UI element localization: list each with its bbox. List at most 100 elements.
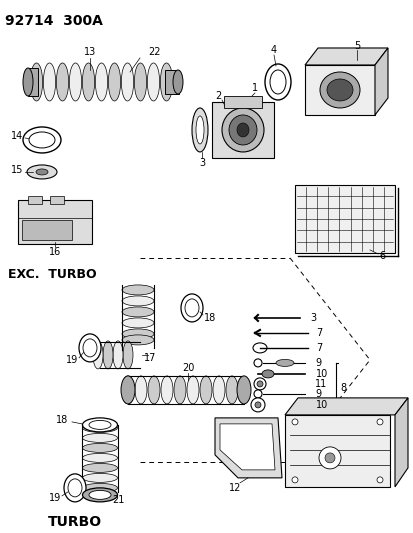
Ellipse shape [27,165,57,179]
Ellipse shape [122,307,154,317]
Text: 92714  300A: 92714 300A [5,14,102,28]
Ellipse shape [221,108,263,152]
Text: EXC.  TURBO: EXC. TURBO [8,268,96,281]
Ellipse shape [82,423,117,432]
Text: 4: 4 [270,45,276,55]
Text: 18: 18 [56,415,68,425]
Ellipse shape [147,376,159,404]
Bar [22,220,72,240]
Bar [18,200,92,244]
Text: 7: 7 [315,328,321,338]
Polygon shape [304,48,387,65]
Ellipse shape [376,477,382,483]
Ellipse shape [89,490,111,499]
Polygon shape [165,70,178,94]
Ellipse shape [185,299,199,317]
Text: 13: 13 [84,47,96,57]
Text: 15: 15 [11,165,23,175]
Ellipse shape [319,72,359,108]
Text: 7: 7 [315,343,321,353]
Ellipse shape [264,64,290,100]
Polygon shape [284,398,407,415]
Text: 9: 9 [314,358,320,368]
Ellipse shape [376,419,382,425]
Ellipse shape [95,63,107,101]
Ellipse shape [79,334,101,362]
Ellipse shape [89,421,111,430]
Ellipse shape [23,127,61,153]
Ellipse shape [134,63,146,101]
Text: 3: 3 [199,158,204,168]
Polygon shape [219,424,274,470]
Polygon shape [304,65,374,115]
Ellipse shape [30,63,43,101]
Ellipse shape [160,63,172,101]
Ellipse shape [254,359,261,367]
Text: 10: 10 [315,400,328,410]
Ellipse shape [123,341,133,369]
Ellipse shape [64,474,86,502]
Text: 14: 14 [11,131,23,141]
Ellipse shape [252,343,266,353]
Ellipse shape [82,483,117,492]
Text: 12: 12 [228,483,241,493]
Bar [50,196,64,204]
Ellipse shape [121,63,133,101]
Text: 11: 11 [314,379,326,389]
Ellipse shape [122,285,154,295]
Ellipse shape [212,376,224,404]
Ellipse shape [82,454,117,463]
Polygon shape [374,48,387,115]
Ellipse shape [326,79,352,101]
Ellipse shape [161,376,173,404]
Ellipse shape [69,63,81,101]
Text: 3: 3 [309,313,316,323]
Ellipse shape [56,63,69,101]
Ellipse shape [103,341,113,369]
Ellipse shape [291,419,297,425]
Ellipse shape [147,63,159,101]
Ellipse shape [180,294,202,322]
Text: 2: 2 [214,91,221,101]
Text: 17: 17 [143,353,156,363]
Ellipse shape [228,115,256,145]
Ellipse shape [121,376,135,404]
Ellipse shape [318,447,340,469]
Ellipse shape [254,402,260,408]
Ellipse shape [68,479,82,497]
Polygon shape [28,68,38,96]
Ellipse shape [113,341,123,369]
Text: 16: 16 [49,247,61,257]
Text: 19: 19 [49,493,61,503]
Ellipse shape [122,335,154,345]
Ellipse shape [173,376,185,404]
Ellipse shape [122,376,134,404]
Ellipse shape [82,63,95,101]
Ellipse shape [195,116,204,144]
Text: 1: 1 [252,83,257,93]
Ellipse shape [225,376,237,404]
Ellipse shape [275,359,293,366]
Ellipse shape [122,329,154,339]
Ellipse shape [36,169,48,175]
Ellipse shape [82,443,117,453]
Ellipse shape [83,339,97,357]
Ellipse shape [254,378,266,390]
Ellipse shape [250,398,264,412]
Ellipse shape [23,68,33,96]
Ellipse shape [254,390,261,398]
Ellipse shape [108,63,120,101]
Ellipse shape [82,433,117,442]
Ellipse shape [29,132,55,148]
Ellipse shape [122,296,154,306]
Bar [28,196,42,204]
Ellipse shape [199,376,211,404]
Ellipse shape [122,318,154,328]
Text: 9: 9 [314,389,320,399]
Ellipse shape [82,463,117,472]
Polygon shape [214,418,281,478]
Ellipse shape [82,418,117,432]
Text: 6: 6 [378,251,384,261]
Ellipse shape [82,488,117,502]
Text: 8: 8 [339,383,345,393]
